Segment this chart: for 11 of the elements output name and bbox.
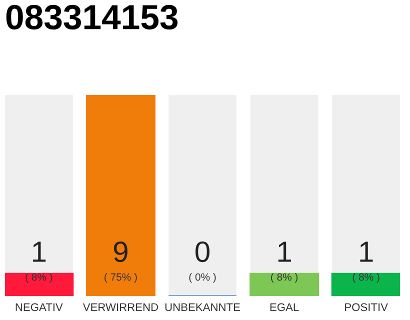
x-tick-label: VERWIRREND — [82, 303, 158, 311]
data-label: 0 ( 0% ) — [189, 241, 216, 283]
x-tick-label: UNBEKANNTE — [165, 303, 240, 312]
data-label: 1 ( 8% ) — [26, 242, 52, 283]
chart-title: 083314153 — [6, 4, 178, 30]
data-label: 1 ( 8% ) — [352, 242, 380, 283]
x-tick-label: POSITIV — [345, 303, 388, 312]
x-tick-label: NEGATIV — [16, 303, 63, 312]
data-label: 1 ( 8% ) — [271, 242, 298, 283]
data-label: 9 ( 75% ) — [104, 241, 137, 283]
x-tick-label: EGAL — [270, 303, 299, 312]
